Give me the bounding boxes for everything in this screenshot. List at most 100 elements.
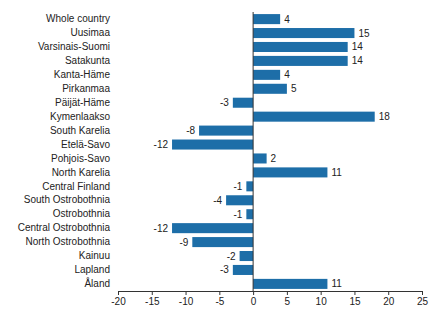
tick-mark — [186, 291, 187, 295]
category-tick: South Karelia — [50, 125, 118, 136]
category-label: Päijät-Häme — [55, 97, 110, 108]
data-label: 14 — [352, 55, 364, 66]
category-tick: Pohjois-Savo — [51, 153, 118, 164]
bar — [253, 70, 280, 80]
category-tick: Satakunta — [65, 55, 118, 66]
category-tick: Kainuu — [79, 250, 118, 261]
tick-mark — [354, 291, 355, 295]
data-label: 4 — [284, 69, 290, 80]
bar — [253, 28, 354, 38]
x-axis: -20 -15 -10 -5 0 5 10 15 20 25 — [111, 291, 428, 307]
category-tick: Päijät-Häme — [55, 97, 118, 108]
tick: 10 — [316, 291, 328, 307]
bar — [253, 42, 348, 52]
tick-mark — [219, 291, 220, 295]
data-label: 11 — [331, 278, 342, 289]
data-label: -1 — [233, 181, 242, 192]
data-label: -3 — [220, 97, 229, 108]
category-tick: North Karelia — [52, 167, 118, 178]
category-tick: Åland — [84, 277, 118, 289]
bar — [253, 153, 267, 163]
category-label: South Karelia — [50, 125, 110, 136]
data-label: -8 — [186, 125, 195, 136]
tick-mark — [118, 291, 119, 295]
category-label: Varsinais-Suomi — [38, 41, 110, 52]
category-label: North Ostrobothnia — [26, 236, 111, 247]
category-tick: Whole country — [46, 13, 118, 24]
tick-label: -10 — [179, 296, 194, 307]
bar — [233, 98, 253, 108]
data-label: -12 — [154, 223, 169, 234]
bar — [253, 279, 327, 289]
category-label: Whole country — [46, 13, 110, 24]
category-label: Etelä-Savo — [61, 139, 110, 150]
category-label: Pirkanmaa — [62, 83, 110, 94]
tick: 5 — [285, 291, 291, 307]
bar — [253, 84, 287, 94]
data-label: 5 — [291, 83, 297, 94]
category-label: North Karelia — [52, 167, 111, 178]
category-tick: Ostrobothnia — [53, 208, 118, 219]
tick: -5 — [215, 291, 224, 307]
tick: 20 — [383, 291, 395, 307]
data-label: -2 — [227, 251, 236, 262]
tick-mark — [253, 291, 254, 295]
y-axis: Whole country Uusimaa Varsinais-Suomi Satak… — [18, 13, 118, 289]
category-tick: Central Finland — [42, 181, 118, 192]
tick-label: 0 — [251, 296, 257, 307]
tick-mark — [388, 291, 389, 295]
tick-mark — [321, 291, 322, 295]
tick-mark — [422, 291, 423, 295]
category-label: Ostrobothnia — [53, 208, 111, 219]
data-label: 11 — [331, 167, 342, 178]
category-label: Central Ostrobothnia — [18, 222, 111, 233]
tick-label: -15 — [145, 296, 160, 307]
category-tick: Kymenlaakso — [50, 111, 118, 122]
category-tick: North Ostrobothnia — [26, 236, 119, 247]
category-tick: Etelä-Savo — [61, 139, 118, 150]
bars — [172, 14, 375, 289]
data-label: 2 — [271, 153, 277, 164]
bar — [199, 126, 253, 136]
bar — [253, 112, 375, 122]
bar — [172, 140, 253, 150]
tick: 25 — [417, 291, 429, 307]
category-label: Pohjois-Savo — [51, 153, 110, 164]
tick: 15 — [349, 291, 361, 307]
data-label: -9 — [179, 237, 188, 248]
tick: 0 — [251, 291, 257, 307]
category-tick: Central Ostrobothnia — [18, 222, 118, 233]
category-label: Kanta-Häme — [54, 69, 111, 80]
data-label: -3 — [220, 264, 229, 275]
bar — [246, 181, 253, 191]
data-label: 18 — [379, 111, 391, 122]
data-label: -1 — [233, 209, 242, 220]
bar — [172, 223, 253, 233]
category-tick: Lapland — [74, 264, 118, 275]
category-tick: Pirkanmaa — [62, 83, 118, 94]
zero-line — [253, 12, 254, 291]
bar — [240, 251, 254, 261]
bar — [253, 14, 280, 24]
category-label: Kymenlaakso — [50, 111, 110, 122]
bar — [192, 237, 253, 247]
category-label: Uusimaa — [71, 27, 111, 38]
category-label: Central Finland — [42, 181, 110, 192]
category-label: Åland — [84, 277, 110, 289]
data-label: -12 — [154, 139, 169, 150]
category-label: Lapland — [74, 264, 110, 275]
axis-line — [119, 292, 423, 296]
category-label: Kainuu — [79, 250, 110, 261]
category-tick: Uusimaa — [71, 27, 118, 38]
tick-label: 5 — [285, 296, 291, 307]
tick-label: 10 — [316, 296, 328, 307]
category-label: Satakunta — [65, 55, 110, 66]
plot: -20-15-10-50510152025Whole countryUusima… — [18, 12, 429, 307]
data-label: 14 — [352, 41, 364, 52]
bar — [253, 167, 327, 177]
category-tick: Varsinais-Suomi — [38, 41, 118, 52]
category-label: South Ostrobothnia — [24, 194, 111, 205]
tick-label: -20 — [111, 296, 126, 307]
tick-label: 15 — [349, 296, 361, 307]
data-label: 4 — [284, 14, 290, 25]
